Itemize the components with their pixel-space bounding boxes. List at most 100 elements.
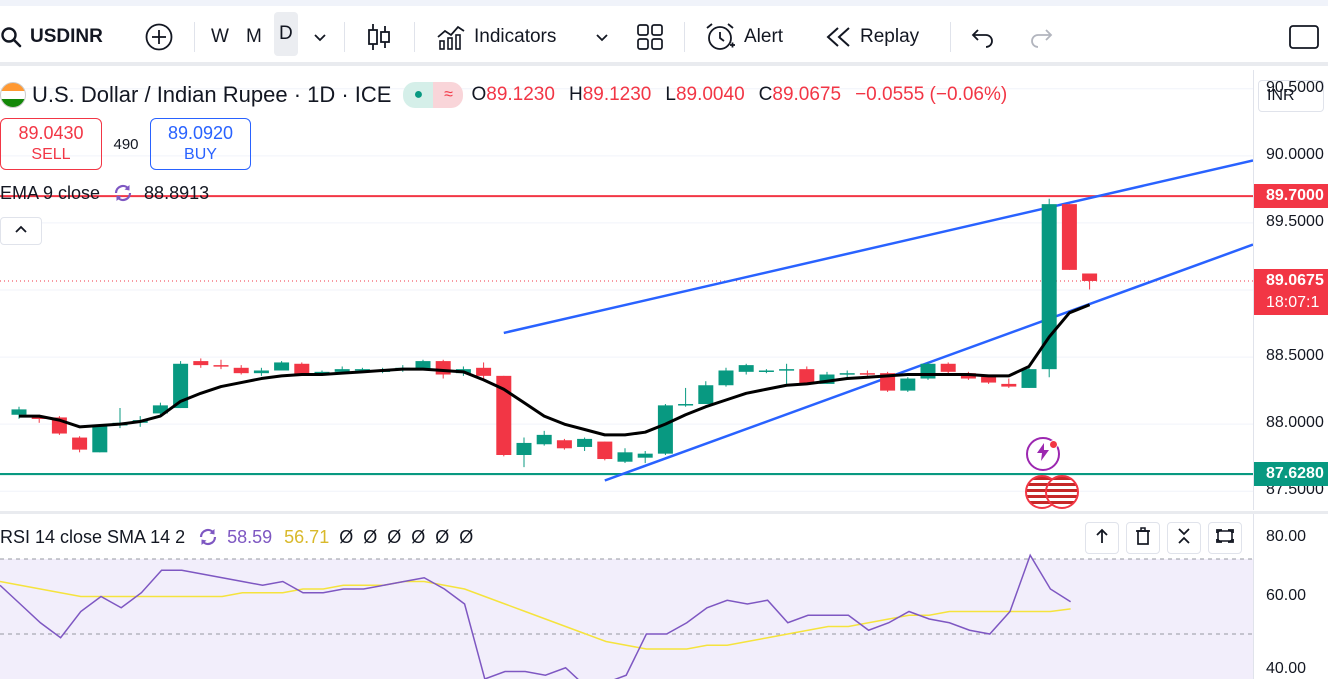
undo-icon [970, 26, 996, 48]
interval-day[interactable]: D [274, 12, 298, 56]
candle-body [799, 369, 815, 384]
pane-controls [1078, 522, 1242, 554]
channel-lower-line [604, 243, 1253, 482]
close-value: C89.0675 [759, 84, 841, 106]
candle-body [213, 365, 229, 367]
search-icon [0, 26, 22, 48]
redo-button[interactable] [1028, 20, 1054, 54]
collapse-legend-button[interactable] [0, 217, 42, 245]
sell-button[interactable]: 89.0430 SELL [0, 118, 102, 170]
candle-body [193, 361, 209, 366]
currency-selector[interactable]: INR [1258, 80, 1324, 112]
interval-dropdown[interactable] [312, 20, 328, 54]
alert-button[interactable]: Alert [704, 20, 783, 54]
delete-pane-button[interactable] [1126, 522, 1160, 554]
candle-body [678, 404, 694, 406]
rsi-band-background [0, 559, 1253, 679]
candle-body [11, 409, 27, 415]
countdown-timer: 18:07:1 [1266, 293, 1320, 311]
candle-body [334, 369, 350, 372]
indicators-dropdown[interactable] [594, 20, 610, 54]
layout-button[interactable] [1288, 20, 1320, 54]
candle-body [516, 442, 532, 455]
price-tick-label: 90.0000 [1266, 145, 1324, 163]
sell-price: 89.0430 [18, 123, 84, 143]
event-lightning-badge[interactable] [1026, 437, 1060, 471]
ema-line [19, 303, 1091, 437]
channel-upper-line [503, 159, 1253, 335]
low-number: 89.0040 [675, 84, 745, 105]
templates-button[interactable] [636, 20, 664, 54]
rsi-sma-line [0, 580, 1071, 650]
compare-button[interactable] [144, 20, 174, 54]
candle-body [657, 405, 673, 454]
candle-body [577, 438, 593, 447]
move-pane-up-button[interactable] [1085, 522, 1119, 554]
candle-body [314, 371, 330, 374]
maximize-pane-button[interactable] [1208, 522, 1242, 554]
loading-spinner-icon [197, 526, 219, 548]
top-strip [0, 0, 1328, 6]
symbol-description[interactable]: U.S. Dollar / Indian Rupee · 1D · ICE [32, 82, 392, 107]
candle-body [253, 370, 269, 374]
arrow-up-icon [1094, 527, 1110, 550]
chevron-down-icon [594, 29, 610, 45]
indicators-button[interactable]: Indicators [436, 20, 556, 54]
market-status-pill[interactable]: ● ≈ [403, 82, 464, 108]
price-scale[interactable]: INR 90.5000 90.0000 89.5000 88.5000 88.0000 8… [1253, 70, 1328, 510]
alarm-clock-icon [704, 21, 736, 53]
alert-label: Alert [744, 26, 784, 47]
na-value: Ø [411, 526, 426, 547]
buy-button[interactable]: 89.0920 BUY [150, 118, 251, 170]
chart-type-button[interactable] [366, 20, 392, 54]
candle-body [1061, 204, 1077, 270]
undo-button[interactable] [970, 20, 996, 54]
replay-button[interactable]: Replay [824, 20, 919, 54]
rsi-value: 58.59 [227, 526, 273, 547]
high-number: 89.1230 [582, 84, 652, 105]
top-toolbar: USDINR W M D Indicators [0, 6, 1328, 66]
symbol-search[interactable]: USDINR [0, 20, 103, 54]
ema-legend[interactable]: EMA 9 close 88.8913 [0, 182, 209, 204]
sell-label: SELL [31, 146, 71, 163]
support-price-tag[interactable]: 87.6280 [1254, 462, 1328, 487]
resistance-price-tag[interactable]: 89.7000 [1254, 184, 1328, 209]
toolbar-divider [684, 22, 685, 52]
us-flag-event-icon[interactable] [1045, 475, 1079, 509]
interval-month[interactable]: M [246, 20, 262, 54]
high-label: H [568, 84, 583, 105]
last-price-tag[interactable]: 89.0675 18:07:1 [1254, 268, 1328, 315]
rsi-scale[interactable]: 80.00 60.00 40.00 [1253, 514, 1328, 679]
market-open-dot-icon: ● [403, 82, 434, 108]
redo-icon [1028, 26, 1054, 48]
spread-value: 490 [113, 136, 139, 153]
ema-label: EMA 9 close [0, 182, 101, 203]
candle-body [738, 365, 754, 372]
maximize-icon [1215, 527, 1235, 550]
rsi-legend[interactable]: RSI 14 close SMA 14 2 58.59 56.71 Ø Ø Ø … [0, 526, 473, 548]
candle-body [152, 405, 168, 414]
rsi-tick-label: 40.00 [1266, 660, 1307, 677]
candle-body [415, 361, 431, 370]
rsi-chart[interactable] [0, 514, 1253, 679]
interval-week[interactable]: W [211, 20, 229, 54]
close-label: C [758, 84, 773, 105]
indicators-chart-icon [436, 23, 466, 51]
price-tick-label: 90.5000 [1266, 78, 1324, 96]
collapse-pane-button[interactable] [1167, 522, 1201, 554]
interval-label: D [279, 23, 293, 44]
chevron-up-icon [13, 222, 29, 240]
add-circle-icon [144, 22, 174, 52]
resistance-price-tag-value: 89.7000 [1266, 187, 1324, 205]
candle-body [900, 378, 916, 391]
na-value: Ø [459, 526, 474, 547]
buy-price: 89.0920 [167, 123, 234, 143]
collapse-icon [1175, 526, 1193, 551]
low-label: L [665, 84, 676, 105]
window-layout-icon [1288, 24, 1320, 50]
pane-separator[interactable] [0, 511, 1328, 514]
indicators-label: Indicators [474, 26, 557, 47]
replay-label: Replay [860, 26, 920, 47]
na-value: Ø [363, 526, 378, 547]
interval-label: W [211, 26, 229, 47]
